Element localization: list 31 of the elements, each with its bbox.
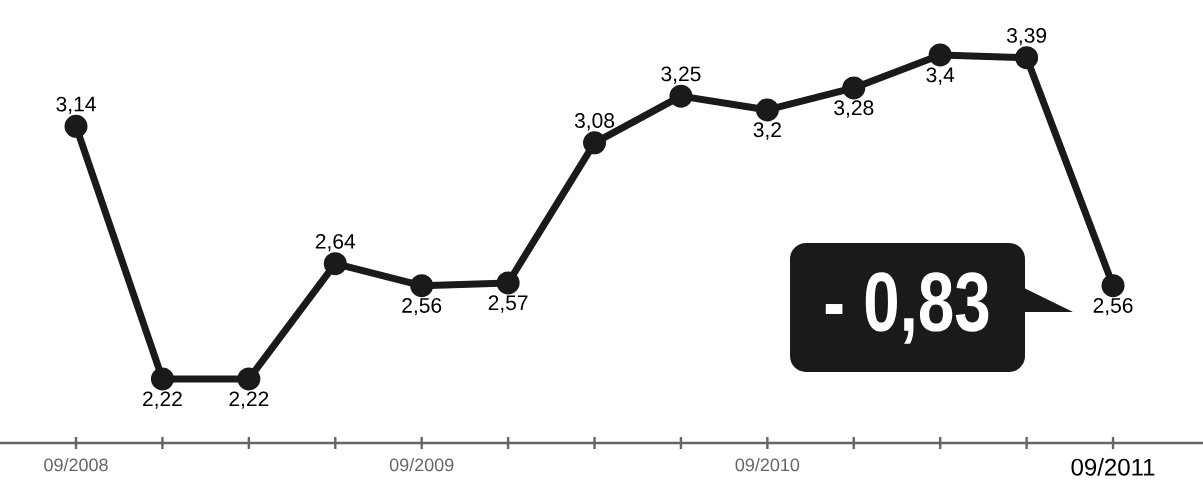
data-label: 2,56: [1093, 298, 1133, 316]
data-label: 3,39: [1007, 27, 1047, 46]
data-label: 3,2: [753, 122, 781, 140]
x-tick-label: 09/2009: [389, 458, 454, 472]
data-label: 3,25: [661, 66, 701, 84]
point: [669, 84, 693, 108]
annotation: - 0,83: [825, 272, 989, 344]
point: [755, 98, 779, 122]
point: [410, 274, 434, 298]
data-label: 2,64: [315, 233, 356, 252]
data-label: 3,28: [834, 100, 874, 118]
data-label: 3,08: [574, 113, 615, 131]
x-tick-label: 09/2011: [1071, 458, 1155, 476]
data-label: 2,56: [402, 298, 442, 316]
point: [496, 271, 520, 295]
data-label: 2,22: [229, 391, 269, 409]
x-tick-label: 09/2008: [44, 458, 108, 472]
data-label: 3,14: [56, 96, 96, 114]
point: [64, 114, 88, 138]
point: [1015, 46, 1039, 70]
point: [323, 252, 347, 276]
x-tick-label: 09/2010: [735, 458, 800, 472]
point: [237, 367, 261, 391]
data-label: 2,22: [143, 391, 182, 409]
point: [842, 76, 866, 100]
point: [1101, 274, 1125, 298]
data-label: 3,4: [926, 67, 955, 85]
point: [928, 43, 952, 67]
point: [150, 367, 174, 391]
data-label: 2,57: [488, 295, 528, 313]
point: [583, 131, 607, 155]
